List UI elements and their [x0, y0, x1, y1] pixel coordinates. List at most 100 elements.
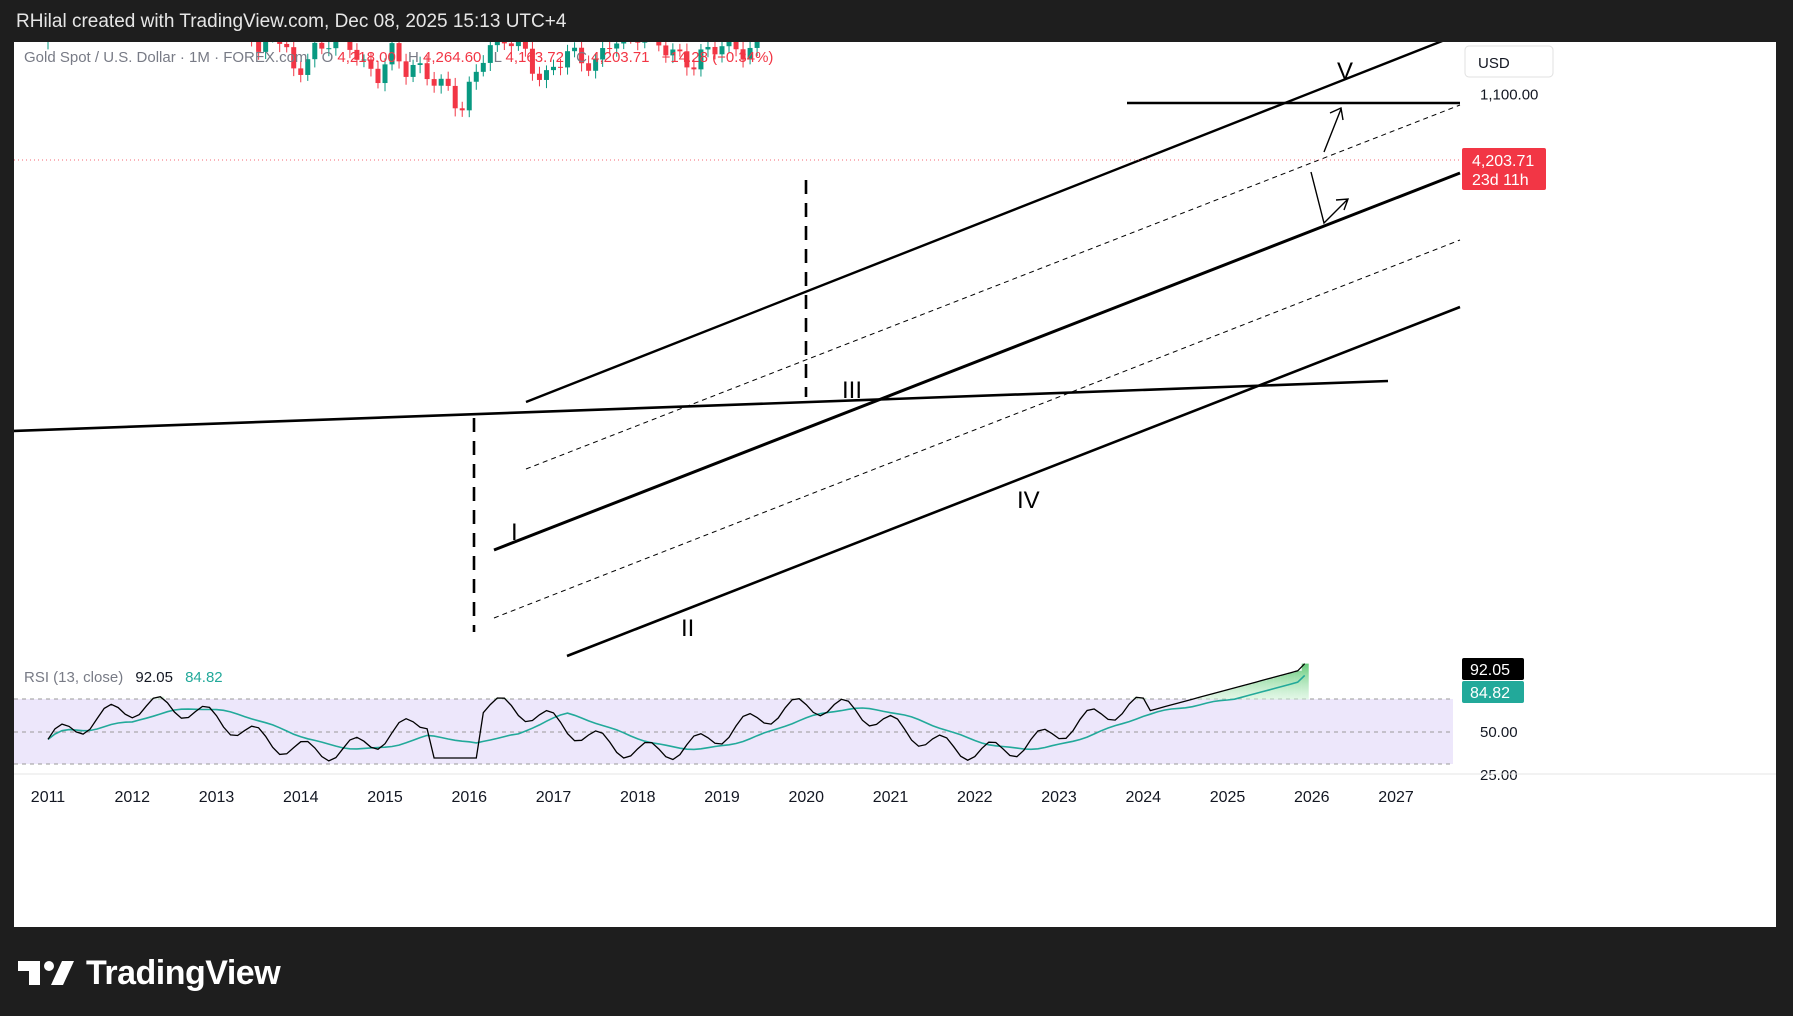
candle-body	[452, 85, 458, 109]
time-axis-label: 2019	[704, 789, 740, 806]
candle-body	[705, 46, 711, 50]
candle-body	[586, 63, 592, 71]
candle-body	[319, 42, 325, 49]
candle-body	[438, 78, 444, 86]
attribution-text: RHilal created with TradingView.com, Dec…	[16, 11, 567, 32]
candle-body	[719, 46, 725, 55]
time-axis-label: 2011	[31, 789, 66, 806]
candle-body	[354, 49, 360, 60]
time-axis-label: 2015	[367, 789, 403, 806]
candle-body	[417, 63, 423, 65]
legend-close: 4,203.71	[591, 49, 649, 66]
legend-open: 4,218.00	[337, 49, 395, 66]
candle-body	[403, 61, 409, 77]
legend-row: Gold Spot / U.S. Dollar · 1M · FOREX.com…	[24, 49, 773, 66]
long-resistance-line[interactable]	[14, 379, 1389, 433]
wave-label-II: II	[681, 615, 694, 642]
candle-body	[698, 49, 704, 70]
tradingview-logo-text: TradingView	[86, 953, 281, 992]
rsi-ma-tag-text: 84.82	[1470, 685, 1510, 702]
candle-body	[389, 43, 395, 65]
candle-body	[361, 59, 367, 61]
candle-body	[284, 43, 290, 48]
candle-body	[754, 42, 760, 48]
rsi-line	[47, 663, 1306, 762]
currency-button[interactable]	[1464, 45, 1554, 78]
time-axis-label: 2012	[114, 789, 150, 806]
tradingview-logo[interactable]: TradingView	[18, 948, 281, 998]
legend-symbol: Gold Spot / U.S. Dollar · 1M · FOREX.com	[24, 49, 307, 66]
candle-body	[522, 42, 528, 49]
candle-body	[614, 43, 620, 49]
rsi-overbought-fill	[150, 663, 1309, 700]
candle-body	[670, 49, 676, 56]
chart-frame[interactable]: I II III IV V 1,100.001,240.001,400.001,…	[14, 42, 1776, 927]
drawings[interactable]: I II III IV V	[14, 42, 1461, 658]
candle-body	[312, 42, 318, 60]
rsi-axis-label-50: 50.00	[1480, 724, 1518, 741]
wave-label-IV: IV	[1017, 487, 1040, 514]
candle-body	[410, 64, 416, 77]
pullback-arrow-icon[interactable]	[1310, 171, 1350, 225]
time-axis-label: 2025	[1210, 789, 1246, 806]
candle-body	[551, 66, 556, 71]
time-axis-label: 2013	[199, 789, 235, 806]
candle-body	[459, 108, 465, 111]
rsi-value-tag-text: 92.05	[1470, 662, 1510, 679]
candle-body	[347, 42, 353, 50]
candle-body	[656, 42, 662, 46]
up-arrow-icon[interactable]	[1323, 106, 1344, 153]
candle-body	[712, 46, 718, 55]
candle-body	[733, 42, 739, 50]
last-price-tag	[1462, 148, 1546, 190]
candle-body	[621, 42, 627, 44]
legend-change: −14.28 (−0.34%)	[662, 49, 774, 66]
price-axis-label: 1,100.00	[1480, 87, 1538, 104]
candle-body	[480, 62, 486, 72]
time-axis-label: 2016	[451, 789, 487, 806]
candle-body	[501, 42, 507, 44]
candle-body	[466, 81, 472, 111]
candle-body	[515, 42, 521, 47]
candle-body	[263, 42, 269, 52]
time-axis-label: 2026	[1294, 789, 1330, 806]
candle-body	[747, 47, 753, 60]
time-axis-label: 2020	[788, 789, 824, 806]
candle-body	[333, 42, 339, 49]
time-axis[interactable]: 2011 2012 2013 2014 2015 2016 2017 2018 2019 2020…	[31, 789, 1414, 806]
candle-body	[536, 73, 542, 80]
candle-body	[600, 48, 606, 60]
time-axis-label: 2022	[957, 789, 993, 806]
candle-body	[543, 70, 549, 80]
channel-lower-line[interactable]	[566, 305, 1461, 658]
time-axis-label: 2017	[536, 789, 572, 806]
candle-body	[326, 48, 332, 50]
candle-body	[396, 43, 402, 62]
channel-middle-line[interactable]	[493, 171, 1461, 552]
candle-body	[691, 67, 697, 70]
time-axis-label: 2023	[1041, 789, 1077, 806]
legend-o-label: O	[322, 49, 334, 66]
bar-countdown: 23d 11h	[1472, 172, 1529, 189]
wave-label-III: III	[842, 377, 862, 404]
candle-body	[305, 59, 311, 75]
channel-lower-mid-line[interactable]	[493, 239, 1461, 619]
candle-body	[494, 42, 500, 46]
channel-upper-line[interactable]	[525, 42, 1460, 404]
candle-body	[256, 42, 262, 52]
legend-low: 4,163.72	[506, 49, 564, 66]
chart-svg[interactable]: I II III IV V 1,100.001,240.001,400.001,…	[14, 42, 1776, 927]
candle-body	[445, 78, 451, 86]
rsi-legend-label: RSI (13, close)	[24, 669, 123, 686]
legend-l-label: L	[494, 49, 502, 66]
currency-button-label: USD	[1478, 55, 1510, 72]
time-axis-label: 2018	[620, 789, 656, 806]
time-axis-label: 2021	[873, 789, 909, 806]
legend: Gold Spot / U.S. Dollar · 1M · FOREX.com…	[24, 49, 773, 686]
candle-body	[508, 43, 514, 47]
wave-label-I: I	[511, 519, 518, 546]
candle-body	[593, 59, 599, 71]
candle-body	[572, 47, 578, 52]
rsi-legend-ma: 84.82	[185, 669, 223, 686]
candle-body	[684, 51, 690, 68]
